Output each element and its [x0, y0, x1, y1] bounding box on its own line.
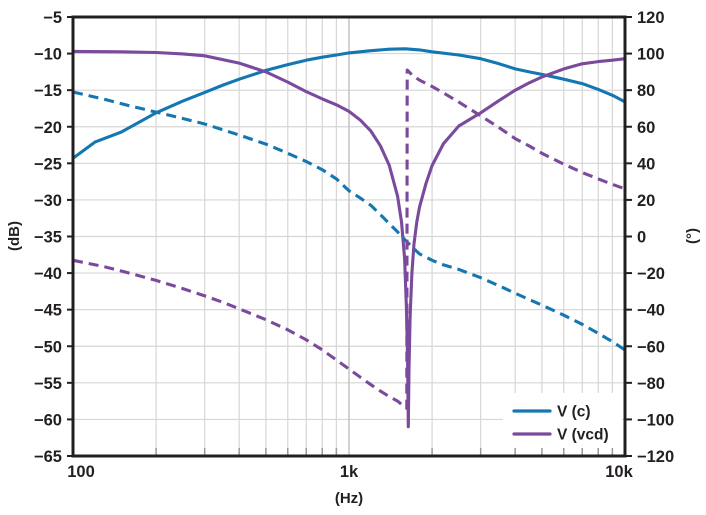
- y-right-tick-label: −120: [637, 448, 674, 466]
- series-curves: [71, 47, 627, 429]
- y-right-tick-label: 40: [637, 155, 655, 173]
- y-left-tick-label: −40: [34, 265, 62, 283]
- curve-v-vcd-phase: [72, 68, 626, 410]
- y-left-tick-label: −45: [34, 302, 62, 320]
- y-right-tick-label: −20: [637, 265, 665, 283]
- y-right-tick-label: 20: [637, 192, 655, 210]
- x-tick-label: 10k: [605, 463, 633, 481]
- y-axis-left-title: (dB): [6, 221, 23, 251]
- y-left-tick-label: −5: [43, 9, 62, 27]
- y-left-tick-label: −35: [34, 229, 62, 247]
- y-left-tick-label: −55: [34, 375, 62, 393]
- y-left-tick-label: −20: [34, 119, 62, 137]
- y-left-tick-label: −65: [34, 448, 62, 466]
- y-left-tick-label: −50: [34, 338, 62, 356]
- y-right-tick-label: −40: [637, 302, 665, 320]
- legend-label-1: V (vcd): [557, 427, 609, 444]
- y-right-tick-label: 60: [637, 119, 655, 137]
- y-right-tick-label: 120: [637, 9, 665, 27]
- y-left-tick-label: −25: [34, 155, 62, 173]
- tick-labels: −5 −10 −15 −20 −25 −30 −35 −40 −45 −50 −55 −60 −65 12…: [34, 9, 674, 481]
- y-right-tick-label: −80: [637, 375, 665, 393]
- curve-v-c-phase: [72, 90, 626, 352]
- curve-v-vcd-magnitude: [71, 49, 627, 429]
- legend-label-0: V (c): [557, 404, 591, 421]
- x-tick-label: 100: [67, 463, 95, 481]
- x-axis-title: (Hz): [334, 490, 364, 507]
- y-right-tick-label: 80: [637, 82, 655, 100]
- y-left-tick-label: −10: [34, 46, 62, 64]
- y-axis-right-title: (°): [684, 228, 701, 244]
- x-tick-label: 1k: [340, 463, 359, 481]
- legend: V (c) V (vcd): [512, 404, 609, 444]
- y-right-tick-label: 0: [637, 229, 646, 247]
- y-left-tick-label: −60: [34, 411, 62, 429]
- y-left-tick-label: −30: [34, 192, 62, 210]
- y-right-tick-label: −60: [637, 338, 665, 356]
- y-left-tick-label: −15: [34, 82, 62, 100]
- y-right-tick-label: −100: [637, 411, 674, 429]
- axis-ticks: [67, 16, 632, 457]
- y-right-tick-label: 100: [637, 46, 665, 64]
- legend-background: [503, 393, 622, 453]
- gridlines: [72, 16, 626, 457]
